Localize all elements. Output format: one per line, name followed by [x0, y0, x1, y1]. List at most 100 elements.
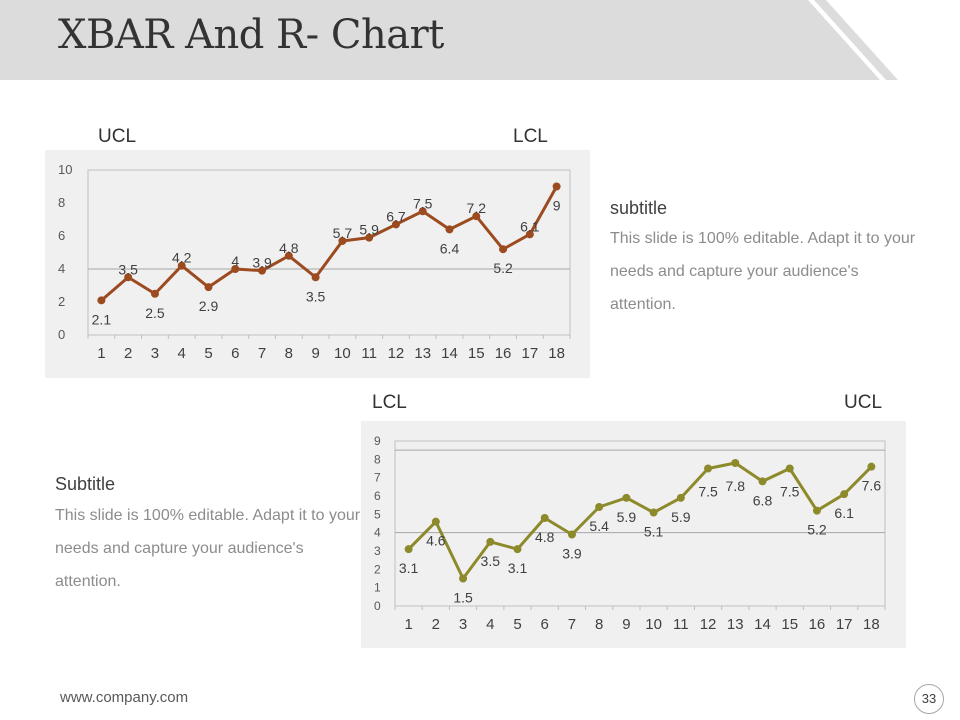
chart1-x-tick-label: 9	[311, 345, 319, 362]
chart1-series-line	[100, 185, 558, 302]
chart2-x-tick-label: 18	[863, 616, 880, 633]
chart1-y-tick-label: 0	[58, 327, 65, 342]
chart2-x-tick-label: 7	[568, 616, 576, 633]
chart1-data-label: 5.2	[493, 260, 513, 276]
chart1-x-tick-label: 6	[231, 345, 239, 362]
chart2-data-label: 3.1	[508, 560, 528, 576]
chart2-y-tick-label: 0	[374, 599, 381, 613]
chart1-data-point	[231, 265, 240, 273]
chart1-x-tick-label: 11	[361, 345, 377, 362]
chart1-data-label: 2.9	[199, 298, 219, 314]
chart2-data-label: 5.4	[589, 518, 609, 534]
chart2-data-point	[840, 490, 849, 499]
chart1-data-label: 7.2	[467, 200, 487, 216]
chart1-data-label: 2.5	[145, 305, 165, 321]
chart1-data-point	[124, 273, 133, 282]
chart1-data-point	[97, 296, 106, 305]
chart2-data-label: 4.6	[426, 533, 446, 549]
chart1-y-tick-label: 8	[58, 195, 65, 210]
chart2-ucl-label: UCL	[844, 392, 883, 413]
chart2-data-point	[486, 537, 495, 546]
chart2-data-point	[622, 493, 631, 502]
chart1-data-label: 3.5	[118, 261, 138, 277]
chart2-x-tick-label: 13	[727, 616, 744, 633]
chart2-data-point	[404, 545, 413, 554]
chart2-data-label: 3.1	[399, 560, 419, 576]
chart1-data-point	[418, 207, 427, 216]
chart1-x-tick-label: 15	[468, 345, 485, 362]
footer-url[interactable]: www.company.com	[60, 689, 189, 706]
chart2-data-point	[704, 464, 713, 473]
xbar-chart: 0 2 4 6 8 10 1 2 3 4 5 6 7 8 9 10 11 12 13 14 15 16 17 18 2.1 3.5…	[45, 150, 590, 378]
chart1-data-label: 6.7	[386, 208, 406, 224]
chart2-data-point	[540, 514, 549, 522]
chart2-x-tick-label: 12	[700, 616, 717, 633]
chart1-y-tick-label: 2	[58, 294, 65, 309]
chart1-x-tick-label: 1	[97, 345, 105, 362]
chart1-x-tick-label: 4	[178, 345, 186, 362]
chart1-x-tick-label: 8	[285, 345, 293, 362]
header-bar	[0, 0, 960, 80]
chart2-data-label: 6.8	[753, 492, 773, 508]
chart2-data-label: 7.6	[862, 478, 882, 494]
chart2-data-label: 5.1	[644, 524, 664, 540]
page-number: 33	[914, 684, 944, 714]
r-chart: 0 1 2 3 4 5 6 7 8 9 1 2 3 4 5 6 7 8 9 10 11 12 13 14 15 16 17 18 3.1…	[361, 421, 906, 648]
chart2-data-point	[731, 459, 740, 467]
chart2-x-tick-label: 10	[645, 616, 662, 633]
chart1-data-point	[311, 273, 320, 282]
chart1-data-point	[391, 220, 400, 229]
chart2-x-tick-label: 16	[809, 616, 826, 633]
chart2-description: This slide is 100% editable. Adapt it to…	[55, 507, 361, 590]
chart1-x-tick-label: 13	[414, 345, 431, 362]
chart2-data-point	[567, 530, 576, 539]
chart2-data-label: 7.5	[698, 484, 718, 500]
chart1-data-point	[445, 225, 454, 234]
chart2-y-tick-label: 1	[374, 581, 381, 595]
chart2-data-point	[812, 506, 821, 515]
chart2-y-tick-label: 5	[374, 507, 381, 521]
chart1-data-point	[284, 251, 293, 260]
chart2-data-label: 3.5	[481, 553, 501, 569]
chart1-data-label: 5.9	[359, 222, 379, 238]
chart2-data-point	[595, 503, 604, 511]
chart1-x-tick-label: 10	[334, 345, 351, 362]
chart1-data-point	[552, 182, 561, 191]
slide-title: XBAR And R- Chart	[58, 12, 444, 58]
chart1-x-tick-label: 7	[258, 345, 266, 362]
chart1-data-label: 2.1	[92, 311, 112, 327]
chart2-data-point	[785, 464, 794, 473]
chart2-subtitle: Subtitle	[55, 474, 116, 494]
chart2-data-point	[513, 545, 522, 554]
chart2-x-tick-label: 3	[459, 616, 467, 633]
chart1-y-tick-label: 4	[58, 261, 65, 276]
chart2-x-tick-label: 9	[622, 616, 630, 633]
chart1-description: This slide is 100% editable. Adapt it to…	[610, 230, 916, 313]
chart1-data-label: 6.1	[520, 218, 540, 234]
chart1-data-point	[525, 230, 534, 239]
chart2-data-label: 5.9	[671, 509, 691, 525]
chart2-data-point	[867, 462, 876, 471]
chart1-data-label: 3.5	[306, 288, 326, 304]
chart2-y-tick-label: 3	[374, 544, 381, 558]
chart2-y-tick-label: 2	[374, 562, 381, 576]
chart1-data-point	[204, 283, 213, 292]
chart2-data-label: 1.5	[453, 590, 473, 606]
chart2-data-point	[758, 477, 767, 486]
chart1-x-tick-label: 16	[495, 345, 512, 362]
chart2-data-label: 7.5	[780, 484, 800, 500]
chart1-data-label: 4	[231, 253, 239, 269]
chart2-x-tick-label: 17	[836, 616, 853, 633]
chart1-x-tick-label: 2	[124, 345, 132, 362]
chart1-x-tick-label: 12	[388, 345, 405, 362]
chart2-x-tick-label: 4	[486, 616, 494, 633]
chart2-y-tick-label: 8	[374, 452, 381, 466]
chart1-data-point	[472, 212, 481, 221]
chart2-data-label: 5.2	[807, 522, 827, 538]
chart1-data-label: 4.2	[172, 250, 192, 266]
chart2-x-tick-label: 5	[513, 616, 521, 633]
chart2-x-tick-label: 1	[404, 616, 412, 633]
chart2-x-tick-label: 2	[432, 616, 440, 633]
chart1-data-label: 5.7	[333, 225, 353, 241]
